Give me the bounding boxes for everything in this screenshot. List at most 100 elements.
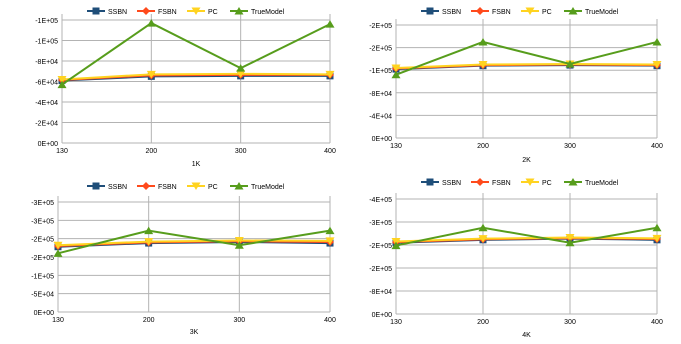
x-tick-label: 200 bbox=[143, 317, 155, 324]
x-tick-label: 130 bbox=[52, 317, 64, 324]
x-tick-label: 300 bbox=[233, 317, 245, 324]
y-tick-label: -2E+05 bbox=[369, 23, 392, 30]
y-tick-label: -4E+04 bbox=[35, 100, 58, 107]
series-line bbox=[395, 226, 658, 247]
y-tick-label: -8E+04 bbox=[35, 59, 58, 66]
legend-label: TrueModel bbox=[585, 180, 619, 187]
x-tick-label: 300 bbox=[564, 143, 576, 150]
data-point bbox=[146, 70, 156, 79]
data-point bbox=[565, 238, 575, 247]
series-pc bbox=[391, 60, 662, 72]
series-line bbox=[395, 40, 658, 76]
x-tick-label: 400 bbox=[651, 319, 663, 326]
x-tick-label: 200 bbox=[477, 319, 489, 326]
series-pc bbox=[57, 70, 335, 84]
data-point bbox=[652, 234, 662, 243]
y-tick-label: -8E+04 bbox=[369, 91, 392, 98]
legend-label: FSBN bbox=[158, 9, 177, 16]
data-point bbox=[325, 20, 335, 28]
legend-marker bbox=[191, 182, 201, 190]
data-point bbox=[144, 238, 154, 246]
x-tick-label: 400 bbox=[324, 317, 336, 324]
series-line bbox=[395, 236, 658, 243]
data-point bbox=[652, 223, 662, 232]
legend-item-fsbn: FSBN bbox=[471, 7, 511, 16]
legend-marker bbox=[234, 182, 244, 190]
legend-label: SSBN bbox=[108, 9, 127, 16]
x-tick-label: 200 bbox=[477, 143, 489, 150]
series-line bbox=[395, 62, 658, 69]
chart-panel-3: 0E+00 -5E+04 -1E+05 -2E+05 -2E+05 -3E+05 -3E+0… bbox=[31, 182, 336, 336]
legend-label: FSBN bbox=[492, 180, 511, 187]
y-tick-label: -1E+05 bbox=[31, 273, 54, 280]
y-tick-label: -3E+05 bbox=[31, 218, 54, 225]
data-point bbox=[53, 241, 63, 250]
data-point bbox=[478, 61, 488, 69]
series-line bbox=[61, 72, 331, 81]
legend: SSBN FSBN PC TrueModel bbox=[87, 7, 285, 16]
legend-label: TrueModel bbox=[585, 9, 619, 16]
legend-item-ssbn: SSBN bbox=[421, 7, 461, 16]
legend-item-ssbn: SSBN bbox=[87, 182, 127, 191]
legend-label: PC bbox=[208, 9, 218, 16]
legend-item-pc: PC bbox=[187, 182, 218, 191]
data-point bbox=[652, 37, 662, 46]
series-truemodel bbox=[53, 226, 335, 257]
legend-marker bbox=[92, 182, 100, 190]
data-point bbox=[478, 223, 488, 232]
series-line bbox=[61, 21, 331, 86]
legend-marker bbox=[234, 7, 244, 15]
data-point bbox=[565, 59, 575, 68]
legend-label: SSBN bbox=[442, 9, 461, 16]
legend-item-ssbn: SSBN bbox=[421, 178, 461, 187]
y-tick-label: 0E+00 bbox=[372, 312, 393, 319]
legend: SSBN FSBN PC TrueModel bbox=[421, 178, 619, 187]
x-axis-label: 2K bbox=[522, 157, 531, 164]
legend-item-truemodel: TrueModel bbox=[230, 182, 285, 191]
legend-label: PC bbox=[542, 9, 552, 16]
y-tick-label: -1E+05 bbox=[35, 39, 58, 46]
data-point bbox=[325, 226, 335, 235]
x-tick-label: 300 bbox=[235, 148, 247, 155]
data-point bbox=[57, 75, 67, 84]
data-point bbox=[57, 80, 67, 89]
chart-panel-4: 0E+00 -8E+04 -2E+05 -2E+05 -3E+05 -4E+05 130 20… bbox=[369, 178, 663, 339]
y-tick-label: -3E+05 bbox=[369, 220, 392, 227]
data-point bbox=[234, 237, 244, 245]
legend-item-fsbn: FSBN bbox=[137, 182, 177, 191]
x-axis-label: 4K bbox=[522, 332, 531, 339]
y-tick-label: -3E+05 bbox=[31, 200, 54, 207]
y-tick-label: -4E+05 bbox=[369, 197, 392, 204]
data-point bbox=[391, 70, 401, 79]
legend-marker bbox=[525, 7, 535, 15]
legend-item-truemodel: TrueModel bbox=[564, 7, 619, 16]
y-tick-label: -1E+05 bbox=[35, 18, 58, 25]
x-tick-label: 130 bbox=[390, 143, 402, 150]
x-tick-label: 300 bbox=[564, 319, 576, 326]
data-point bbox=[325, 237, 335, 245]
x-axis-label: 3K bbox=[190, 329, 199, 336]
y-tick-label: -5E+04 bbox=[31, 292, 54, 299]
data-point bbox=[478, 235, 488, 243]
legend-marker bbox=[476, 178, 484, 186]
series-truemodel bbox=[391, 37, 662, 79]
legend-item-pc: PC bbox=[187, 7, 218, 16]
y-tick-label: -2E+04 bbox=[35, 121, 58, 128]
series-truemodel bbox=[391, 223, 662, 250]
legend-marker bbox=[525, 178, 535, 186]
series-line bbox=[57, 239, 331, 247]
y-tick-label: -4E+04 bbox=[369, 113, 392, 120]
x-tick-label: 130 bbox=[390, 319, 402, 326]
legend-marker bbox=[426, 7, 434, 15]
legend-label: TrueModel bbox=[251, 184, 285, 191]
y-tick-label: -2E+05 bbox=[369, 243, 392, 250]
data-point bbox=[144, 226, 154, 235]
chart-panel-1: 0E+00 -2E+04 -4E+04 -6E+04 -8E+04 -1E+05 -1E+0… bbox=[35, 7, 336, 168]
series-line bbox=[57, 229, 331, 255]
data-point bbox=[652, 61, 662, 69]
legend-item-pc: PC bbox=[521, 178, 552, 187]
y-tick-label: 0E+00 bbox=[34, 310, 55, 317]
data-point bbox=[325, 70, 335, 79]
legend-label: TrueModel bbox=[251, 9, 285, 16]
